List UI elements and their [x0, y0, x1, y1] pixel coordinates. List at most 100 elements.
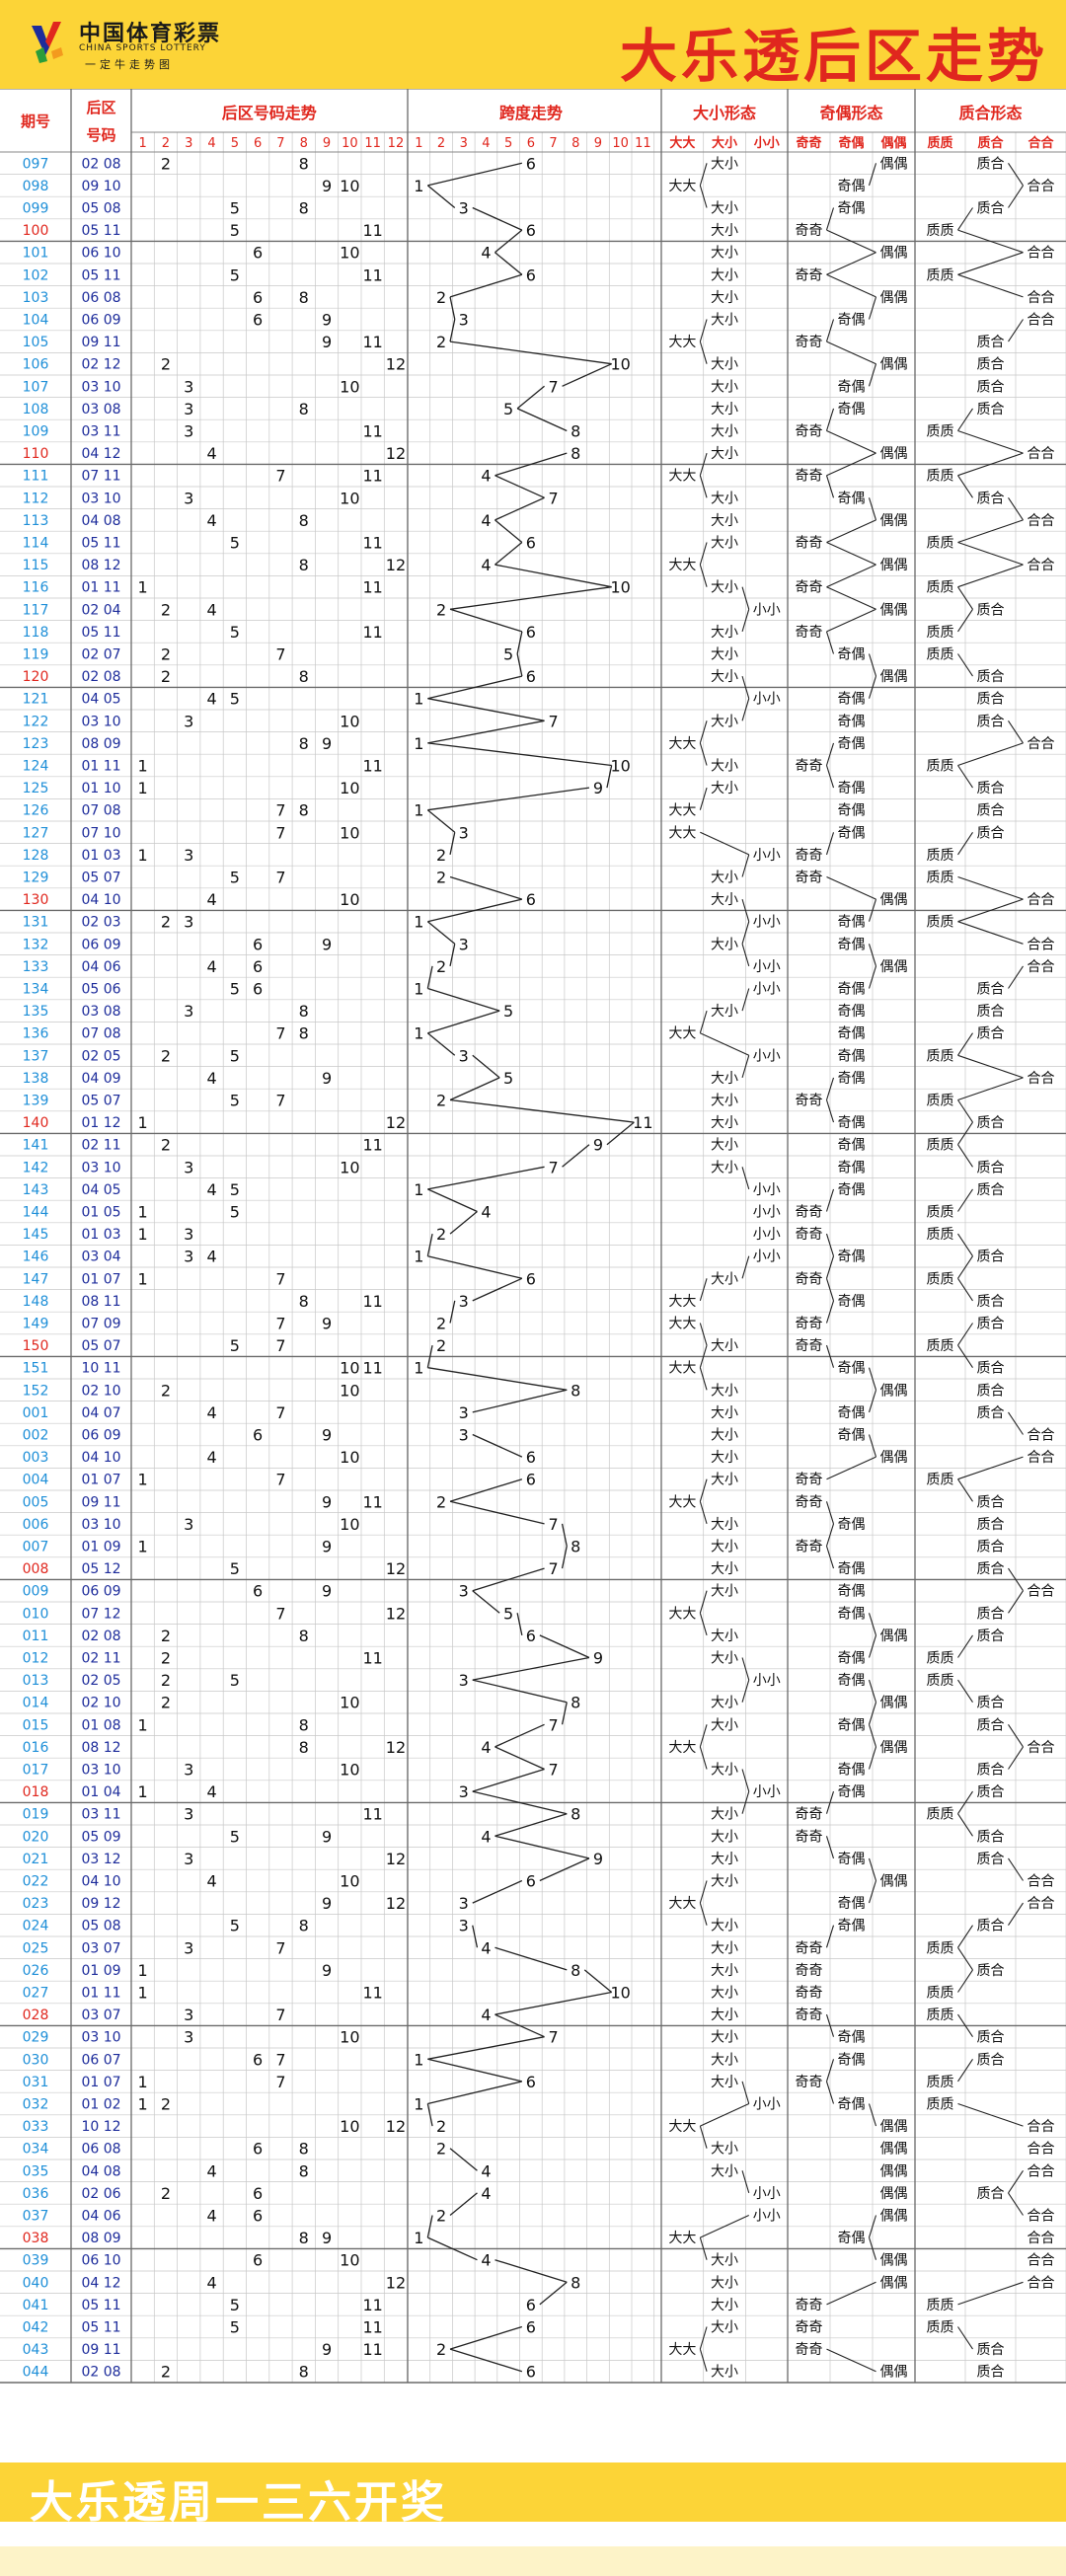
prime-trend-line [957, 765, 973, 789]
span-header: 11 [635, 136, 651, 151]
ball-header: 2 [162, 136, 170, 151]
prime-mark: 质质 [927, 1227, 954, 1243]
size-mark: 大大 [668, 1317, 696, 1332]
parity-mark: 偶偶 [880, 290, 908, 306]
number-cell: 09 12 [81, 1896, 120, 1912]
parity-trend-line [825, 1233, 835, 1256]
span-trend-line [495, 1835, 590, 1859]
ball-mark: 3 [184, 712, 193, 730]
ball-mark: 10 [340, 1694, 359, 1712]
parity-mark: 偶偶 [880, 2186, 908, 2202]
span-trend-line [495, 2013, 545, 2038]
prime-mark: 合合 [1028, 558, 1055, 573]
prime-trend-line [957, 1054, 1024, 1079]
prime-trend-line [957, 1969, 973, 1993]
prime-mark: 合合 [1028, 313, 1055, 329]
number-cell: 05 07 [81, 1338, 120, 1354]
size-mark: 大大 [668, 825, 696, 841]
ball-mark: 2 [161, 1627, 171, 1645]
parity-mark: 奇偶 [838, 1516, 866, 1533]
ball-mark: 12 [386, 1604, 406, 1623]
lottery-logo-icon [32, 22, 63, 63]
number-cell: 09 11 [81, 1494, 120, 1510]
span-trend-line [472, 206, 523, 231]
size-mark: 大小 [711, 1651, 738, 1667]
size-mark: 大小 [711, 1629, 738, 1644]
size-mark: 大小 [711, 1763, 738, 1779]
span-mark: 6 [526, 1471, 536, 1489]
parity-mark: 奇奇 [796, 1316, 823, 1332]
period-cell: 135 [23, 1004, 49, 1020]
size-mark: 大大 [668, 1361, 696, 1377]
prime-mark: 质合 [977, 156, 1005, 172]
prime-mark: 质质 [927, 759, 954, 775]
ball-mark: 3 [184, 1938, 193, 1957]
parity-mark: 奇偶 [838, 1114, 866, 1131]
period-cell: 030 [23, 2052, 49, 2068]
ball-mark: 11 [362, 467, 382, 486]
ball-mark: 8 [299, 1292, 309, 1311]
period-cell: 003 [23, 1450, 49, 1466]
span-mark: 3 [459, 311, 469, 330]
prime-mark: 质质 [927, 848, 954, 864]
period-cell: 102 [23, 267, 49, 283]
ball-mark: 4 [206, 1180, 216, 1199]
size-trend-line [741, 1769, 750, 1792]
period-cell: 107 [23, 379, 49, 395]
parity-mark: 奇奇 [796, 2319, 823, 2336]
ball-mark: 9 [322, 2229, 332, 2247]
number-cell: 05 11 [81, 536, 120, 552]
ball-mark: 1 [138, 1782, 148, 1801]
prime-trend-line [957, 1946, 973, 1971]
size-trend-line [741, 586, 750, 610]
ball-mark: 9 [322, 1492, 332, 1511]
logo-chinese-text: 中国体育彩票 [79, 22, 222, 46]
size-trend-line [699, 2236, 708, 2260]
parity-trend-line [868, 1679, 877, 1703]
span-trend-line [495, 229, 523, 254]
parity-mark: 偶偶 [880, 1450, 908, 1466]
span-mark: 1 [414, 2095, 423, 2114]
ball-mark: 2 [161, 1649, 171, 1668]
number-cell: 03 10 [81, 714, 120, 729]
period-cell: 148 [23, 1294, 49, 1310]
period-cell: 106 [23, 357, 49, 373]
prime-mark: 质合 [977, 2186, 1005, 2202]
size-mark: 大大 [668, 736, 696, 752]
span-mark: 10 [610, 355, 630, 374]
size-trend-line [741, 1790, 750, 1814]
period-cell: 100 [23, 223, 49, 239]
prime-mark: 质合 [977, 1160, 1005, 1175]
period-cell: 142 [23, 1160, 49, 1175]
ball-mark: 8 [299, 667, 309, 686]
ball-mark: 12 [386, 556, 406, 574]
size-mark: 小小 [753, 982, 781, 998]
ball-mark: 3 [184, 422, 193, 441]
prime-trend-line [957, 1255, 973, 1279]
span-trend-line [472, 1925, 479, 1948]
number-cell: 09 11 [81, 2342, 120, 2358]
size-mark: 大小 [711, 937, 738, 952]
number-cell: 01 09 [81, 1963, 120, 1979]
prime-mark: 质合 [977, 402, 1005, 417]
number-cell: 04 06 [81, 2209, 120, 2225]
period-cell: 006 [23, 1517, 49, 1533]
number-cell: 01 09 [81, 1540, 120, 1555]
span-trend-line [495, 1946, 568, 1971]
number-cell: 05 07 [81, 871, 120, 886]
parity-trend-line [826, 229, 876, 254]
span-header: 6 [527, 136, 535, 151]
prime-mark: 质合 [977, 669, 1005, 685]
prime-mark: 合合 [1028, 1896, 1055, 1912]
prime-mark: 合合 [1028, 290, 1055, 306]
size-mark: 小小 [753, 915, 781, 931]
size-mark: 小小 [753, 1182, 781, 1198]
ball-mark: 10 [340, 1872, 359, 1891]
prime-trend-line [1008, 1411, 1024, 1435]
parity-mark: 偶偶 [880, 156, 908, 172]
ball-mark: 12 [386, 1113, 406, 1132]
period-cell: 039 [23, 2253, 49, 2269]
size-mark: 大小 [711, 759, 738, 775]
span-trend-line [449, 608, 523, 633]
parity-mark: 偶偶 [880, 1740, 908, 1756]
